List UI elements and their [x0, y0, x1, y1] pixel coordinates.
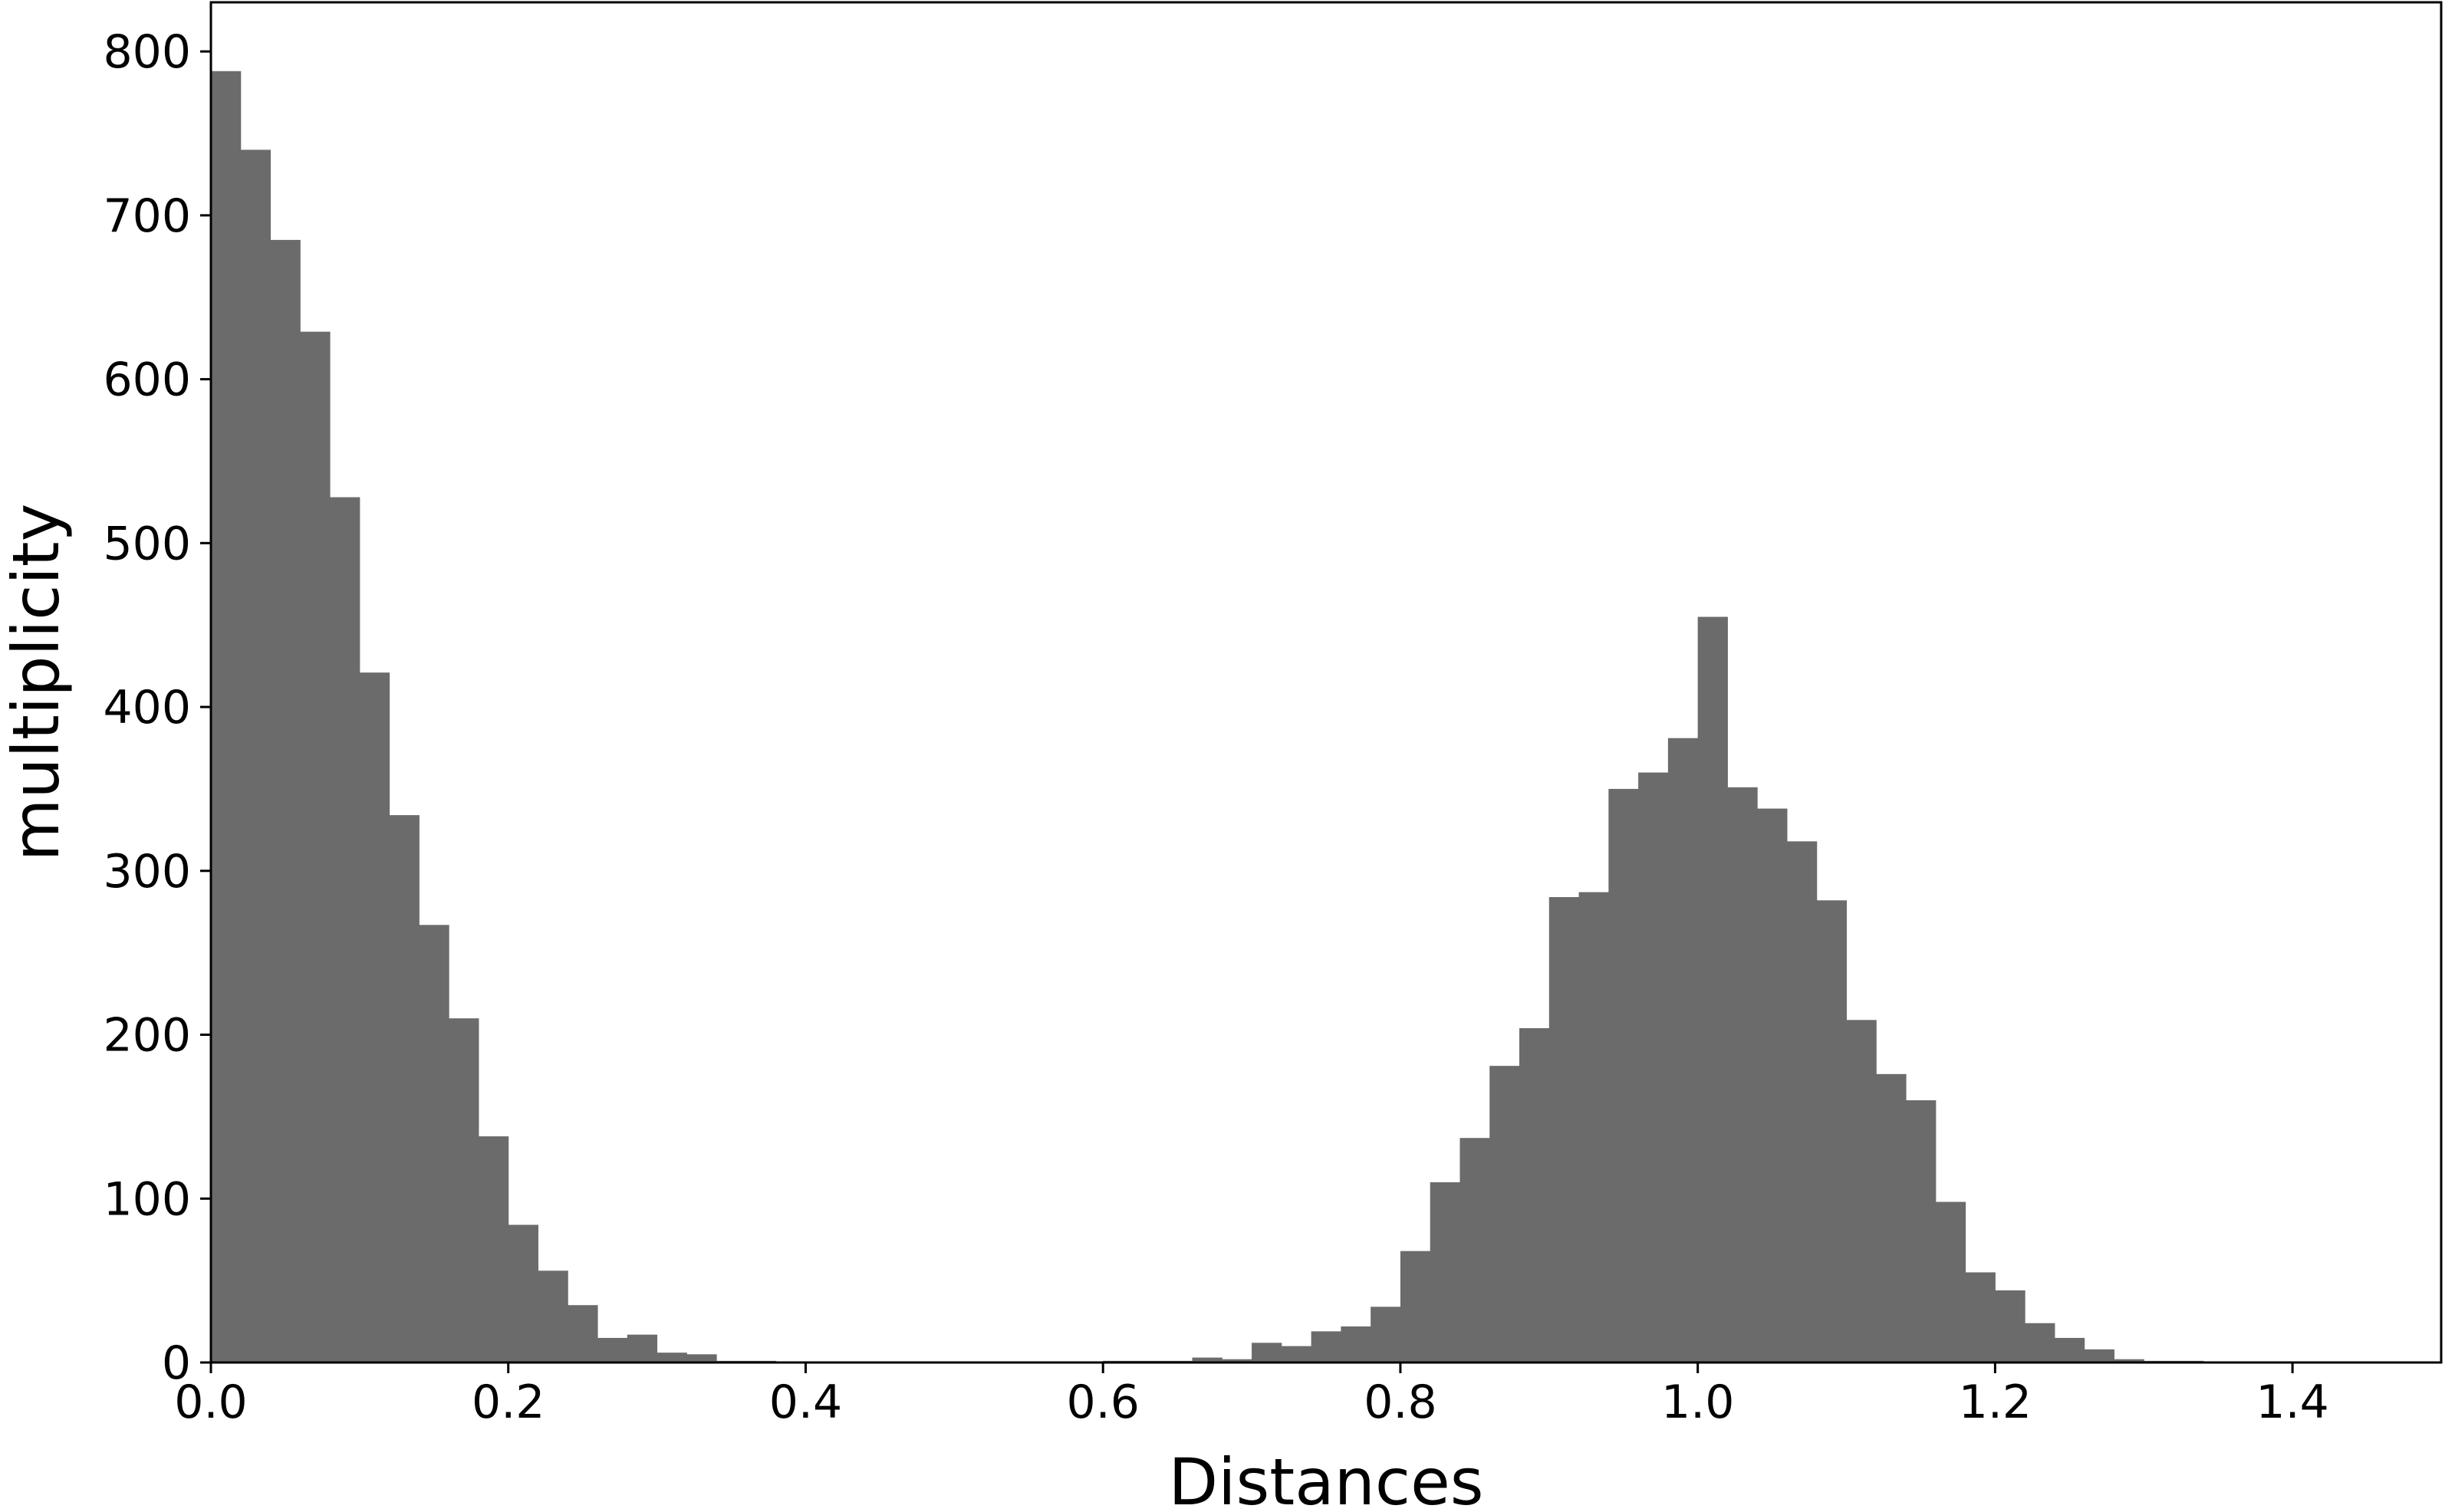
histogram-bar: [1430, 1182, 1460, 1362]
histogram-bar: [1281, 1346, 1312, 1362]
histogram-bar: [538, 1270, 568, 1362]
x-tick-label: 0.8: [1364, 1376, 1436, 1429]
histogram-bar: [1548, 896, 1580, 1362]
histogram-bar: [1400, 1251, 1431, 1362]
histogram-bar: [568, 1305, 598, 1362]
histogram-bar: [1222, 1359, 1252, 1362]
histogram-bar: [1965, 1272, 1996, 1362]
histogram-bar: [449, 1018, 479, 1362]
plot-frame: [209, 1, 2443, 1364]
histogram-bar: [1638, 772, 1669, 1362]
x-tick-label: 0.2: [472, 1376, 545, 1429]
histogram-bar: [2114, 1359, 2144, 1362]
histogram-bar: [1786, 841, 1818, 1362]
y-tick-label: 600: [103, 353, 191, 407]
histogram-bar: [1311, 1331, 1341, 1362]
histogram-bar: [1341, 1326, 1371, 1362]
histogram-bar: [597, 1337, 628, 1362]
histogram-bar: [1906, 1100, 1937, 1362]
y-tick-label: 0: [162, 1336, 191, 1390]
histogram-bar: [1608, 788, 1639, 1362]
histogram-bar: [686, 1354, 717, 1362]
histogram-bar: [1757, 808, 1788, 1362]
histogram-bar: [1995, 1290, 2025, 1362]
histogram-bar: [389, 815, 420, 1362]
histogram-bar: [270, 239, 301, 1362]
histogram-bar: [478, 1136, 509, 1362]
histogram-bar: [1876, 1073, 1907, 1362]
histogram-bar: [1192, 1357, 1222, 1362]
histogram-bar: [211, 71, 242, 1362]
y-tick-label: 700: [103, 189, 191, 243]
histogram-bar: [2084, 1349, 2114, 1362]
y-tick-label: 300: [103, 845, 191, 899]
histogram-bar: [240, 150, 271, 1362]
histogram-bar: [1697, 616, 1728, 1362]
y-tick-label: 200: [103, 1009, 191, 1063]
histogram-bar: [627, 1334, 658, 1362]
histogram-bar: [1816, 900, 1848, 1362]
histogram-bar: [1727, 787, 1758, 1362]
histogram-bar: [508, 1224, 539, 1362]
histogram-bar: [1459, 1138, 1490, 1362]
y-axis-ticks: 0 100 200 300 400 500 600 700 800: [103, 25, 211, 1390]
y-tick-label: 500: [103, 517, 191, 570]
x-axis-title: Distances: [1168, 1445, 1483, 1512]
histogram-bar: [1846, 1020, 1877, 1362]
histogram-bar: [1519, 1027, 1550, 1362]
histogram-bar: [419, 925, 449, 1362]
bars-group: [211, 71, 2204, 1363]
x-tick-label: 0.4: [769, 1376, 842, 1429]
y-tick-label: 400: [103, 681, 191, 735]
histogram-bar: [2025, 1323, 2055, 1362]
x-axis-ticks: 0.0 0.2 0.4 0.6 0.8 1.0 1.2 1.4: [174, 1362, 2329, 1429]
histogram-bar: [359, 672, 390, 1362]
histogram-bar: [1252, 1343, 1282, 1362]
histogram-bar: [1935, 1201, 1966, 1362]
x-tick-label: 1.2: [1959, 1376, 2032, 1429]
histogram-bar: [1371, 1307, 1401, 1362]
histogram-bar: [656, 1353, 687, 1362]
y-axis-title: multiplicity: [0, 504, 74, 862]
histogram-bar: [1489, 1066, 1520, 1362]
y-tick-label: 800: [103, 25, 191, 79]
x-tick-label: 0.0: [174, 1376, 247, 1429]
histogram-bar: [300, 331, 331, 1363]
histogram-bar: [330, 497, 360, 1362]
histogram-bar: [1578, 892, 1609, 1362]
histogram-bar: [2054, 1337, 2085, 1362]
x-tick-label: 1.0: [1661, 1376, 1734, 1429]
histogram-bar: [1667, 738, 1699, 1362]
x-tick-label: 0.6: [1066, 1376, 1139, 1429]
x-tick-label: 1.4: [2256, 1376, 2328, 1429]
y-tick-label: 100: [103, 1172, 191, 1226]
